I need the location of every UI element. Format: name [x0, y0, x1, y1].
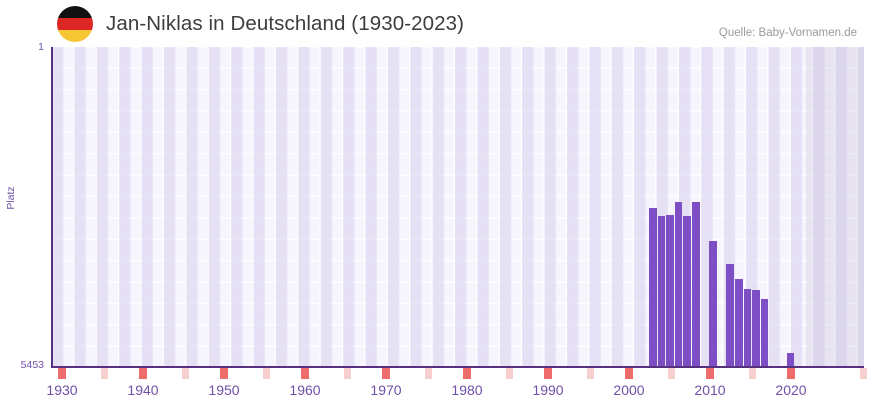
bar-2004[interactable] — [649, 208, 657, 367]
y-axis-tick-bottom: 5453 — [20, 359, 44, 371]
x-tick-mark-2010 — [706, 368, 714, 379]
x-axis-tick-1960: 1960 — [289, 382, 321, 398]
x-tick-mark — [860, 368, 867, 379]
x-tick-mark-2000 — [625, 368, 633, 379]
bar-2011[interactable] — [709, 241, 717, 367]
x-axis-tick-1990: 1990 — [532, 382, 564, 398]
bar-2008[interactable] — [683, 216, 691, 367]
bar-2005[interactable] — [657, 216, 666, 367]
y-axis-tick-top: 1 — [38, 41, 44, 53]
shaded-region — [806, 47, 864, 367]
source-attribution: Quelle: Baby-Vornamen.de — [718, 27, 857, 39]
x-tick-mark-1990 — [544, 368, 552, 379]
x-axis-tick-2010: 2010 — [694, 382, 726, 398]
x-axis-tick-2000: 2000 — [613, 382, 645, 398]
bar-2007[interactable] — [674, 202, 683, 367]
bar-2013[interactable] — [726, 264, 734, 367]
y-axis-title: Platz — [5, 186, 17, 210]
x-axis-line — [52, 366, 864, 368]
bar-2017[interactable] — [760, 299, 769, 367]
x-tick-mark-1970 — [382, 368, 390, 379]
x-tick-mark — [587, 368, 594, 379]
x-tick-mark — [344, 368, 351, 379]
x-axis-tick-1950: 1950 — [208, 382, 240, 398]
bar-2014[interactable] — [735, 279, 743, 367]
x-axis-tick-1980: 1980 — [451, 382, 483, 398]
x-tick-mark — [101, 368, 108, 379]
bar-2009[interactable] — [692, 202, 700, 367]
x-tick-mark-1980 — [463, 368, 471, 379]
x-tick-mark — [506, 368, 513, 379]
x-axis-tick-1970: 1970 — [370, 382, 402, 398]
y-axis-line — [51, 47, 53, 368]
x-tick-mark-1960 — [301, 368, 309, 379]
x-tick-mark — [263, 368, 270, 379]
x-tick-mark — [182, 368, 189, 379]
x-tick-mark — [749, 368, 756, 379]
x-tick-mark-1930 — [58, 368, 66, 379]
bar-2015[interactable] — [743, 289, 752, 367]
bar-2020[interactable] — [786, 353, 795, 367]
german-flag-icon — [57, 6, 93, 42]
x-tick-mark-1940 — [139, 368, 147, 379]
x-tick-mark — [668, 368, 675, 379]
x-axis-tick-1940: 1940 — [127, 382, 159, 398]
page-title: Jan-Niklas in Deutschland (1930-2023) — [106, 12, 465, 35]
x-axis-tick-strip — [52, 368, 867, 379]
bar-2006[interactable] — [666, 215, 674, 367]
x-axis-tick-2020: 2020 — [775, 382, 807, 398]
bar-series — [52, 47, 864, 367]
plot-area — [52, 47, 864, 367]
x-tick-mark — [425, 368, 432, 379]
x-tick-mark-1950 — [220, 368, 228, 379]
x-tick-mark-2020 — [787, 368, 795, 379]
bar-2016[interactable] — [752, 290, 760, 367]
x-axis-tick-1930: 1930 — [46, 382, 78, 398]
